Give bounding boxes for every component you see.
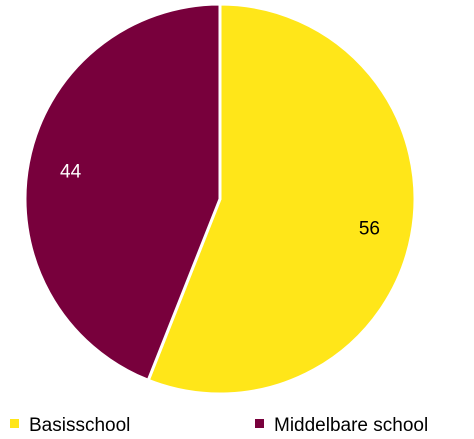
legend-item-2: Middelbare school bbox=[255, 415, 428, 436]
legend: Basisschool Middelbare school bbox=[10, 415, 428, 436]
legend-label-2: Middelbare school bbox=[274, 415, 428, 436]
data-label-2: 44 bbox=[60, 162, 82, 183]
slice-labels: 56 44 bbox=[60, 162, 380, 240]
legend-swatch-2 bbox=[255, 419, 264, 428]
data-label-1: 56 bbox=[359, 219, 380, 240]
legend-label-1: Basisschool bbox=[29, 415, 130, 436]
legend-swatch-1 bbox=[10, 419, 19, 428]
legend-item-1: Basisschool bbox=[10, 415, 130, 436]
pie-slice-2 bbox=[23, 2, 222, 382]
pie-slice-1 bbox=[146, 2, 417, 396]
pie-slices bbox=[23, 2, 417, 396]
